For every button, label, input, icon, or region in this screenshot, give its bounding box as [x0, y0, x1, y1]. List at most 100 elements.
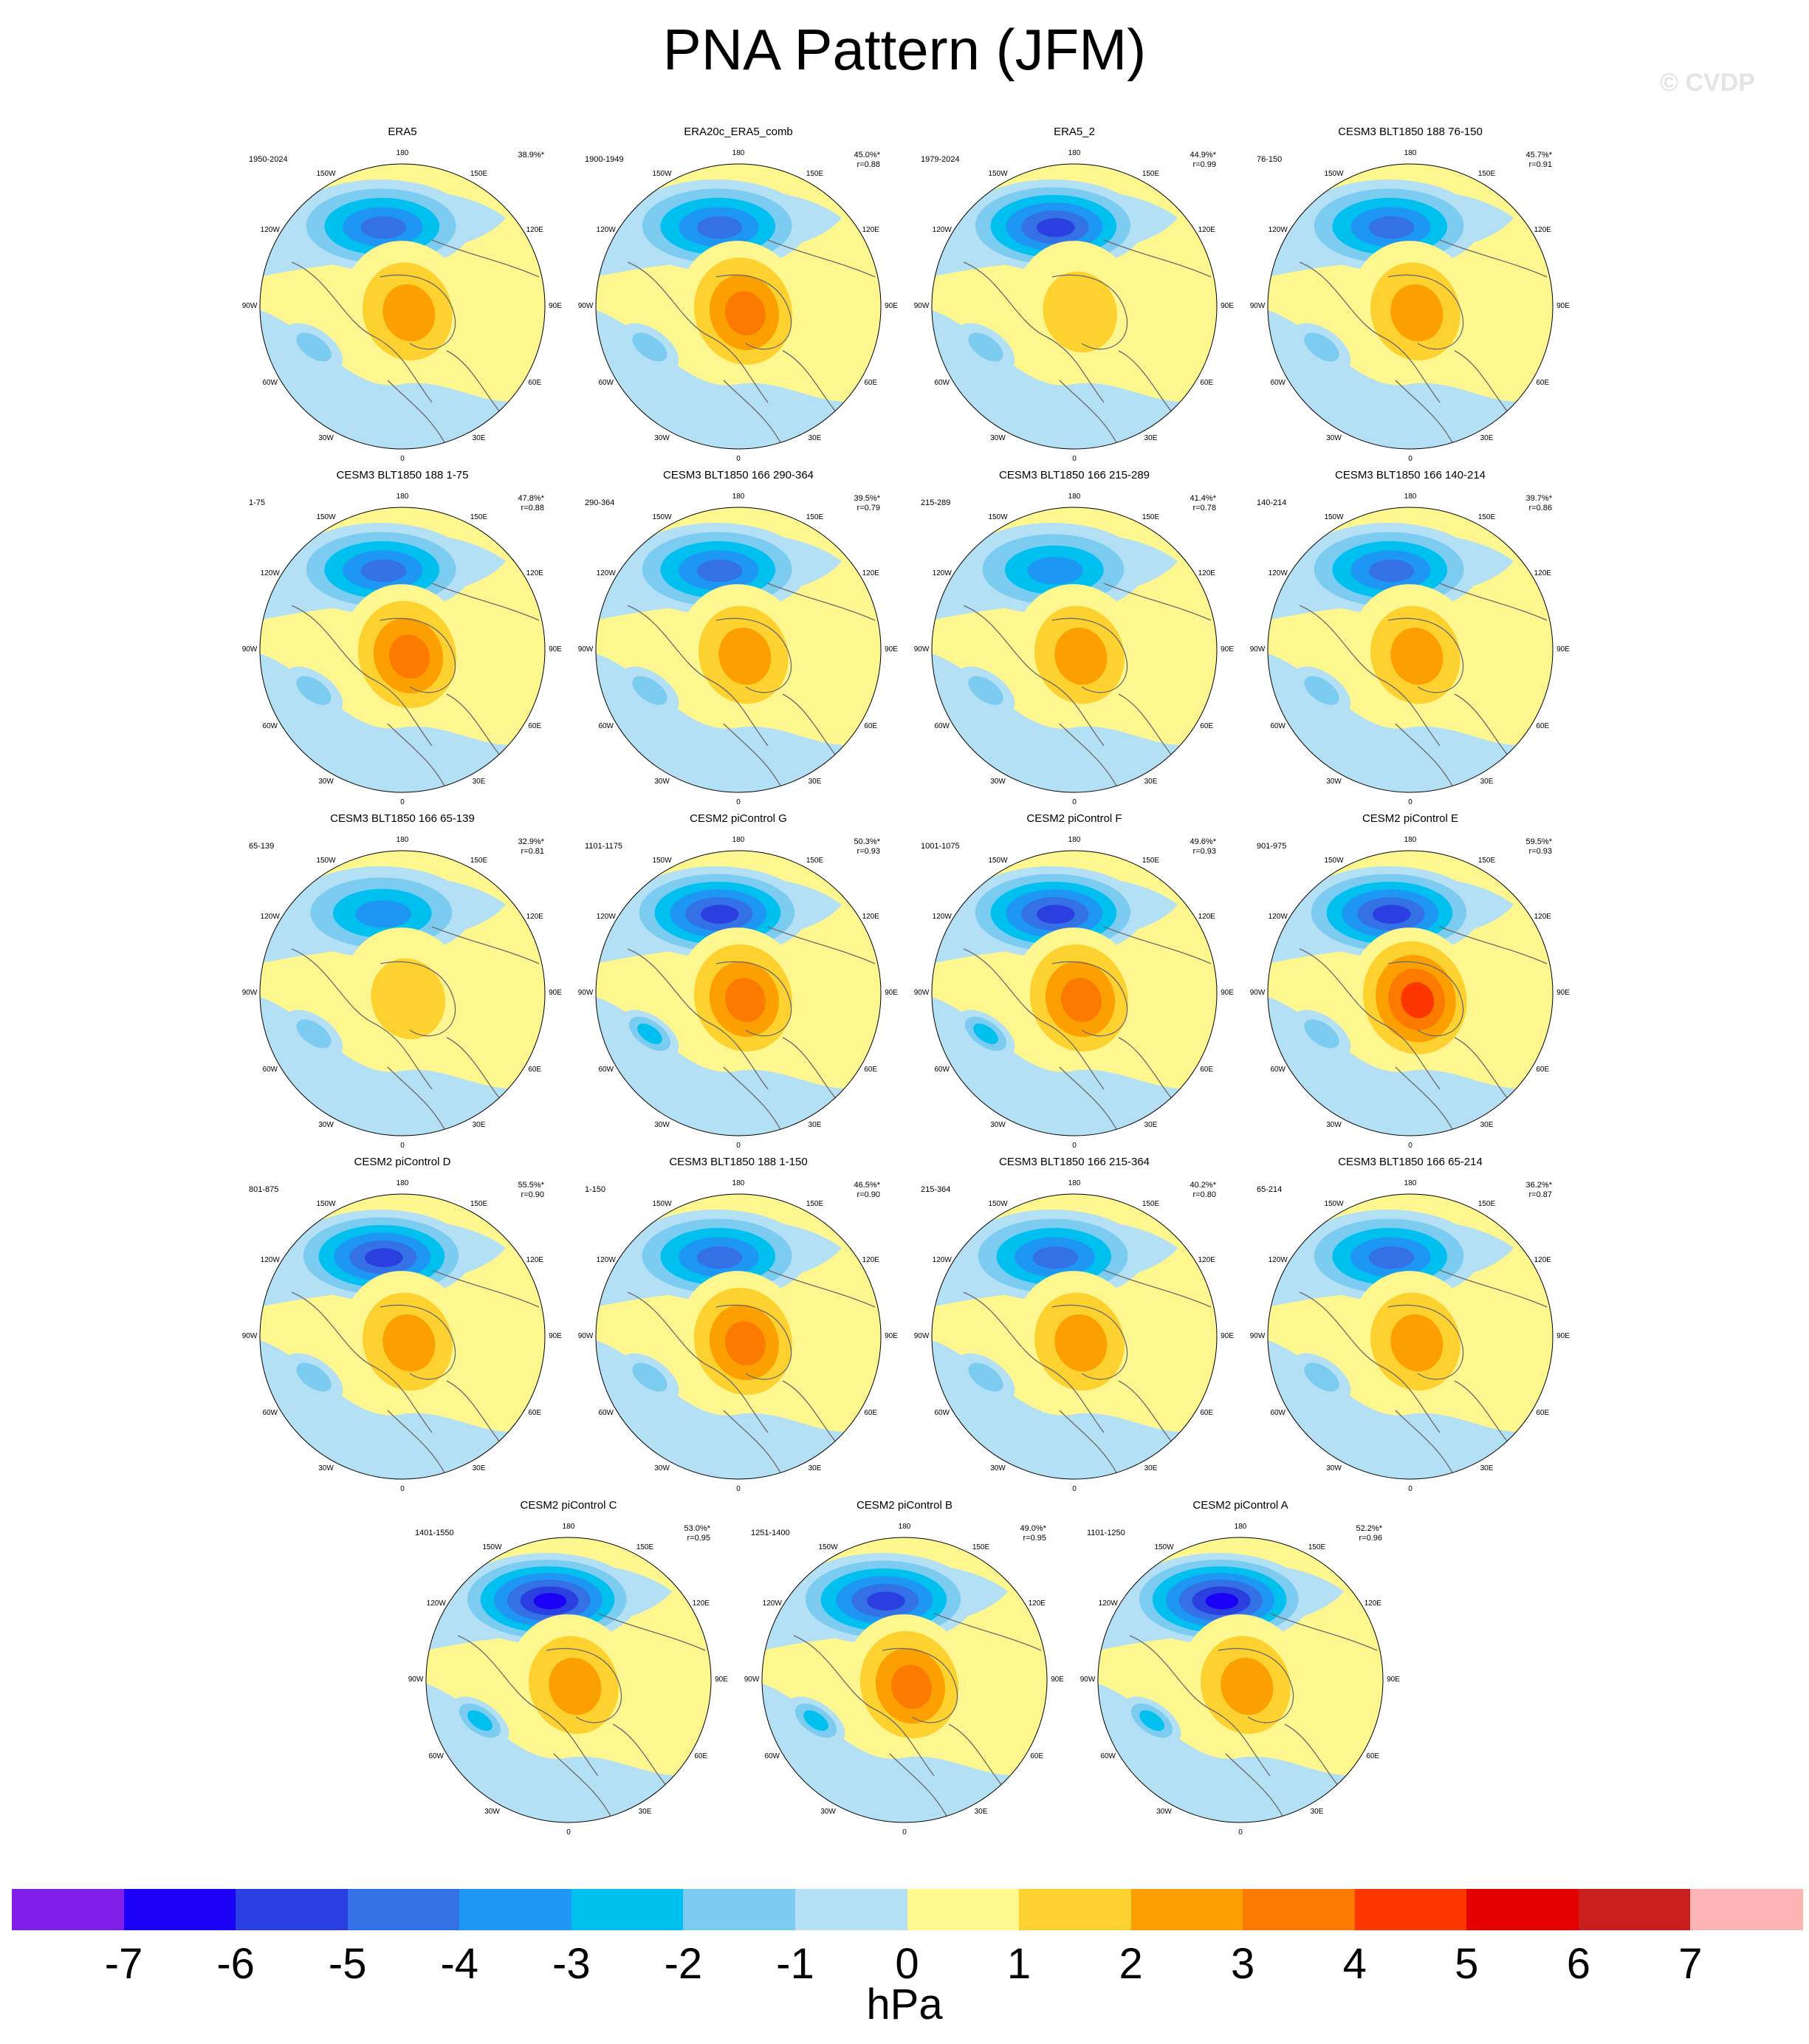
colorbar-tick-label: 0	[895, 1940, 919, 1988]
colorbar-cell	[907, 1889, 1020, 1930]
coastline	[597, 1613, 706, 1651]
coastline	[291, 605, 433, 747]
atlantic-low-contour	[803, 1710, 828, 1731]
longitude-label: 60E	[1366, 1752, 1380, 1760]
longitude-label: 0	[902, 1828, 907, 1836]
longitude-label: 180	[1068, 1179, 1081, 1187]
longitude-label: 60W	[1270, 378, 1285, 387]
pacific-low-contour	[696, 1246, 743, 1269]
longitude-label: 0	[400, 1485, 405, 1493]
polar-map	[259, 850, 546, 1136]
longitude-label: 150W	[818, 1543, 838, 1551]
coastline	[380, 1304, 456, 1380]
central-high-contour	[1054, 1314, 1108, 1372]
map-panel: CESM2 piControl F 1001-1075 49.6%* r=0.93 18…	[912, 812, 1237, 1150]
longitude-label: 150E	[806, 512, 824, 521]
longitude-label: 120E	[526, 912, 543, 921]
panel-period: 1001-1075	[921, 842, 960, 851]
negative-belt	[932, 997, 1217, 1136]
longitude-label: 90W	[1249, 645, 1266, 654]
pattern-correlation: r=0.90	[521, 1190, 545, 1199]
longitude-label: 60W	[262, 1065, 278, 1074]
longitude-label: 60W	[1270, 1408, 1285, 1417]
map-panel: CESM3 BLT1850 166 140-214 140-214 39.7%* r=…	[1248, 469, 1573, 806]
coastline	[546, 1647, 622, 1724]
panel-title: CESM3 BLT1850 166 140-214	[1334, 469, 1486, 481]
polar-map	[1267, 850, 1554, 1136]
negative-belt	[1268, 310, 1553, 449]
colorbar-cell	[1019, 1889, 1132, 1930]
map-panel: CESM2 piControl A 1101-1250 52.2%* r=0.96 18…	[1078, 1499, 1403, 1836]
longitude-label: 0	[1408, 1142, 1412, 1150]
longitude-label: 30W	[654, 434, 670, 443]
longitude-label: 60E	[528, 721, 542, 730]
map-border	[1097, 1537, 1384, 1823]
longitude-label: 150W	[652, 169, 672, 178]
panel-title: CESM3 BLT1850 188 76-150	[1338, 126, 1483, 138]
negative-belt	[932, 310, 1217, 449]
coastline	[1439, 926, 1548, 964]
coastline	[380, 274, 456, 350]
pacific-low-contour	[360, 559, 407, 583]
longitude-label: 120W	[932, 569, 952, 577]
longitude-label: 90E	[1051, 1676, 1064, 1684]
map-panel: CESM3 BLT1850 166 65-214 65-214 36.2%* r=0.…	[1248, 1156, 1573, 1493]
coastline	[380, 961, 456, 1037]
map-border	[259, 163, 546, 450]
longitude-label: 60W	[262, 1408, 278, 1417]
panel-title: ERA5_2	[1054, 126, 1095, 138]
map-panel: CESM3 BLT1850 188 1-75 1-75 47.8%* r=0.88 18…	[240, 469, 565, 806]
longitude-label: 120W	[1268, 569, 1288, 577]
coastline	[1395, 380, 1455, 447]
map-border	[1267, 1193, 1554, 1480]
longitude-label: 60W	[1100, 1752, 1116, 1760]
map-border	[259, 1193, 546, 1480]
atlantic-low-contour	[1304, 1019, 1339, 1049]
explained-variance: 39.7%*	[1525, 494, 1552, 503]
longitude-label: 60W	[598, 1408, 614, 1417]
longitude-label: 120W	[596, 225, 616, 234]
coastline	[380, 617, 456, 693]
colorbar-tick-label: -7	[104, 1940, 143, 1988]
explained-variance: 52.2%*	[1356, 1524, 1382, 1533]
coastline	[1059, 1066, 1119, 1134]
longitude-label: 60E	[694, 1752, 708, 1760]
coastline	[1225, 1753, 1285, 1821]
longitude-label: 30W	[990, 434, 1006, 443]
panel-period: 1900-1949	[585, 155, 624, 164]
atlantic-low-contour	[968, 676, 1003, 705]
longitude-label: 90W	[913, 1332, 930, 1340]
longitude-label: 120E	[862, 225, 879, 234]
longitude-label: 30E	[472, 778, 486, 786]
coastline	[1051, 1304, 1128, 1380]
page-title: PNA Pattern (JFM)	[662, 17, 1147, 82]
longitude-label: 150W	[316, 1199, 336, 1208]
longitude-label: 90E	[1387, 1676, 1400, 1684]
longitude-label: 90W	[408, 1676, 424, 1684]
coastline	[1299, 605, 1441, 747]
explained-variance: 32.9%*	[518, 837, 544, 846]
atlantic-low-contour	[1139, 1710, 1164, 1731]
explained-variance: 41.4%*	[1190, 494, 1216, 503]
coastline	[793, 1635, 935, 1777]
central-high-contour	[1390, 1314, 1444, 1372]
longitude-label: 150W	[1324, 512, 1344, 521]
explained-variance: 36.2%*	[1525, 1181, 1552, 1190]
longitude-label: 180	[1404, 1179, 1417, 1187]
panel-title: CESM3 BLT1850 166 65-214	[1338, 1156, 1483, 1168]
longitude-label: 120E	[1534, 225, 1551, 234]
longitude-label: 150W	[988, 512, 1008, 521]
pacific-low-contour	[1205, 1593, 1239, 1610]
longitude-label: 150W	[316, 169, 336, 178]
map-border	[595, 1193, 882, 1480]
central-high-contour	[1043, 271, 1118, 353]
longitude-label: 0	[736, 455, 741, 463]
coastline	[431, 1269, 540, 1308]
polar-map	[595, 163, 882, 450]
polar-map	[1267, 1193, 1554, 1480]
central-high-contour	[890, 1664, 932, 1709]
colorbar-cell	[123, 1889, 236, 1930]
pacific-low-contour	[1368, 216, 1415, 239]
pacific-low-contour	[700, 905, 739, 924]
longitude-label: 30W	[318, 1121, 334, 1130]
